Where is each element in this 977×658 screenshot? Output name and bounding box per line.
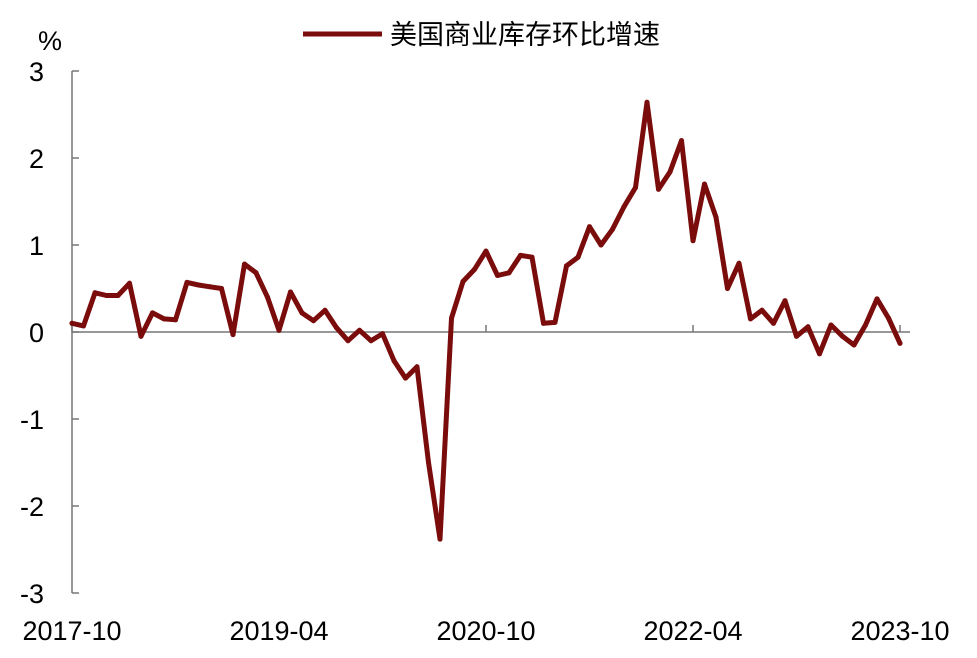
series-line	[69, 99, 903, 542]
y-axis-ticks: 3 2 1 0 -1 -2 -3	[20, 57, 79, 609]
data-point	[771, 320, 776, 326]
data-point	[472, 266, 477, 272]
y-tick-label: -1	[20, 405, 44, 435]
data-point	[276, 327, 282, 333]
data-point	[322, 307, 328, 313]
data-point	[92, 290, 98, 296]
data-point	[564, 263, 569, 269]
data-point	[874, 296, 880, 302]
data-point	[644, 99, 650, 105]
data-point	[127, 280, 132, 286]
data-point	[610, 226, 615, 232]
x-tick-label: 2017-10	[22, 616, 121, 646]
data-point	[794, 333, 799, 339]
data-point	[104, 293, 109, 298]
data-point	[736, 260, 742, 266]
data-point	[483, 248, 489, 254]
data-point	[506, 270, 512, 276]
data-point	[748, 316, 753, 322]
x-tick-label: 2019-04	[229, 616, 328, 646]
data-point	[368, 338, 374, 344]
data-point	[575, 254, 581, 260]
data-point	[253, 270, 259, 276]
data-point	[437, 536, 443, 542]
data-point	[230, 332, 236, 338]
data-point	[863, 322, 868, 328]
data-point	[541, 320, 546, 326]
data-point	[115, 293, 121, 298]
data-point	[886, 315, 891, 321]
data-point	[69, 320, 75, 326]
data-point	[897, 340, 903, 346]
data-point	[656, 186, 661, 192]
x-tick-label: 2023-10	[850, 616, 949, 646]
data-point	[380, 331, 385, 337]
data-point	[495, 273, 500, 278]
data-point	[690, 238, 696, 244]
data-point	[805, 324, 811, 330]
data-point	[552, 319, 558, 325]
data-point	[311, 318, 316, 324]
x-tick-label: 2022-04	[643, 616, 742, 646]
data-point	[207, 284, 213, 290]
data-point	[840, 333, 845, 339]
data-point	[299, 310, 305, 316]
data-point	[633, 185, 638, 191]
data-point	[219, 286, 224, 291]
data-point	[759, 307, 765, 313]
data-point	[357, 327, 362, 333]
x-axis-ticks: 2017-10 2019-04 2020-10 2022-04 2023-10	[22, 325, 950, 646]
data-point	[713, 214, 719, 220]
data-point	[621, 204, 627, 210]
data-point	[702, 181, 707, 187]
data-point	[460, 279, 466, 284]
data-point	[587, 224, 592, 230]
data-point	[679, 138, 684, 144]
data-point	[184, 279, 190, 285]
data-point	[782, 298, 788, 304]
data-point	[851, 342, 857, 348]
data-point	[81, 323, 86, 329]
data-point	[288, 289, 293, 295]
data-point	[403, 375, 408, 381]
y-tick-label: -3	[20, 579, 44, 609]
data-point	[426, 460, 431, 465]
legend: 美国商业库存环比增速	[303, 20, 660, 51]
legend-label: 美国商业库存环比增速	[390, 20, 660, 51]
x-tick-label: 2020-10	[436, 616, 535, 646]
data-point	[529, 254, 535, 260]
data-point	[518, 252, 523, 258]
data-point	[449, 315, 454, 321]
axes	[71, 71, 910, 593]
y-tick-label: 2	[29, 144, 44, 174]
y-tick-label: -2	[20, 492, 44, 522]
y-tick-label: 0	[29, 318, 44, 348]
y-tick-label: 3	[29, 57, 44, 87]
y-tick-label: 1	[29, 231, 44, 261]
series-group	[69, 99, 903, 542]
data-point	[150, 310, 155, 316]
data-point	[828, 322, 834, 328]
y-axis-unit-label: %	[38, 26, 62, 56]
data-point	[161, 316, 167, 322]
data-point	[334, 325, 339, 331]
data-point	[345, 338, 351, 344]
data-point	[196, 282, 201, 288]
data-point	[391, 358, 397, 364]
data-point	[138, 333, 144, 339]
data-point	[817, 351, 822, 357]
data-point	[598, 242, 604, 248]
data-point	[173, 317, 178, 323]
data-point	[265, 294, 270, 300]
data-point	[667, 169, 673, 175]
data-point	[725, 286, 730, 291]
data-point	[242, 261, 247, 267]
data-point	[414, 364, 420, 370]
